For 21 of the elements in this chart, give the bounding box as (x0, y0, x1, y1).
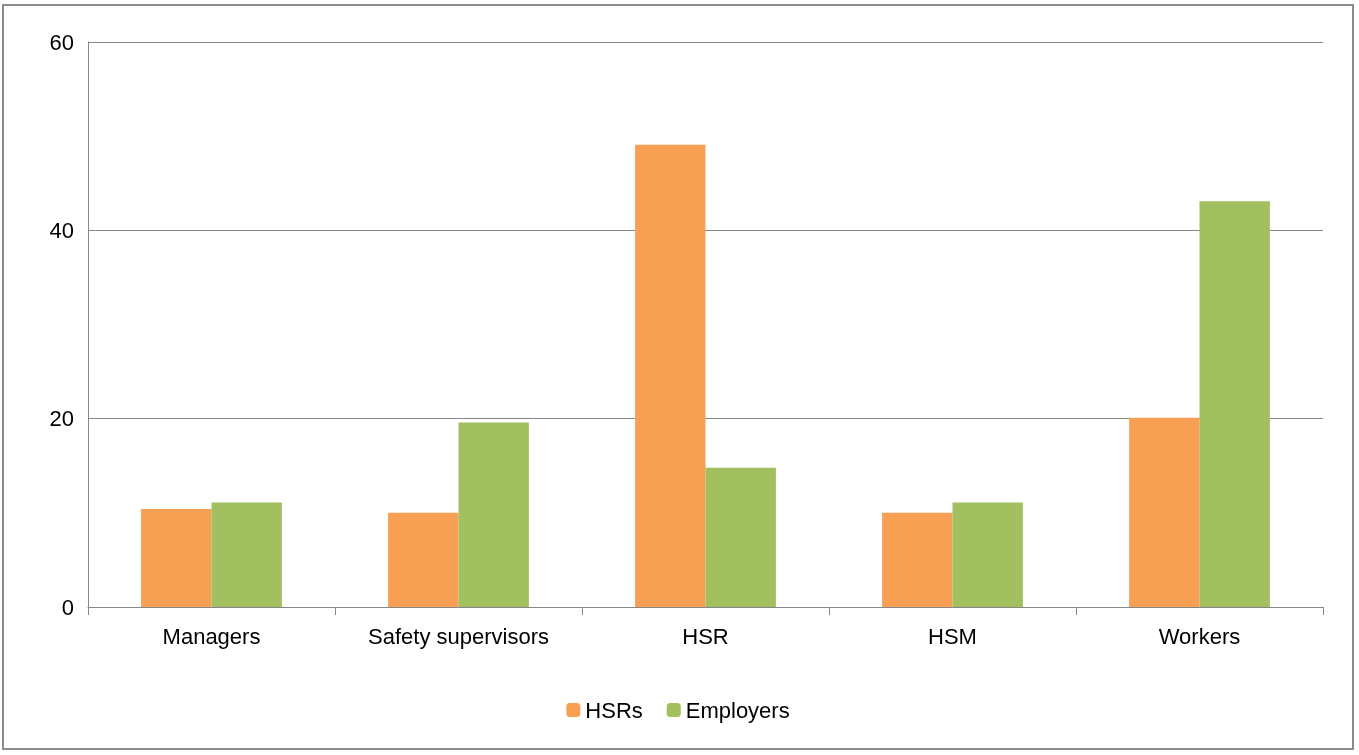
x-tick-label: HSM (928, 623, 977, 649)
y-tick-label: 20 (49, 406, 74, 432)
y-tick-label: 40 (49, 217, 74, 243)
x-tick-label: HSR (682, 623, 729, 649)
legend-label: Employers (685, 697, 790, 723)
bar (141, 509, 212, 607)
x-tick-label: Managers (162, 623, 261, 649)
bar (211, 502, 282, 607)
y-tick-label: 0 (61, 594, 74, 620)
bar (705, 467, 776, 607)
bar (1199, 201, 1270, 607)
x-tick-label: Safety supervisors (368, 623, 549, 649)
y-tick-label: 60 (49, 29, 74, 55)
x-tick-label: Workers (1158, 623, 1241, 649)
bar (388, 512, 459, 607)
bar (458, 422, 529, 607)
bar (635, 144, 706, 607)
bar (952, 502, 1023, 607)
bar (1129, 417, 1200, 607)
legend-label: HSRs (585, 697, 643, 723)
bar (882, 512, 953, 607)
